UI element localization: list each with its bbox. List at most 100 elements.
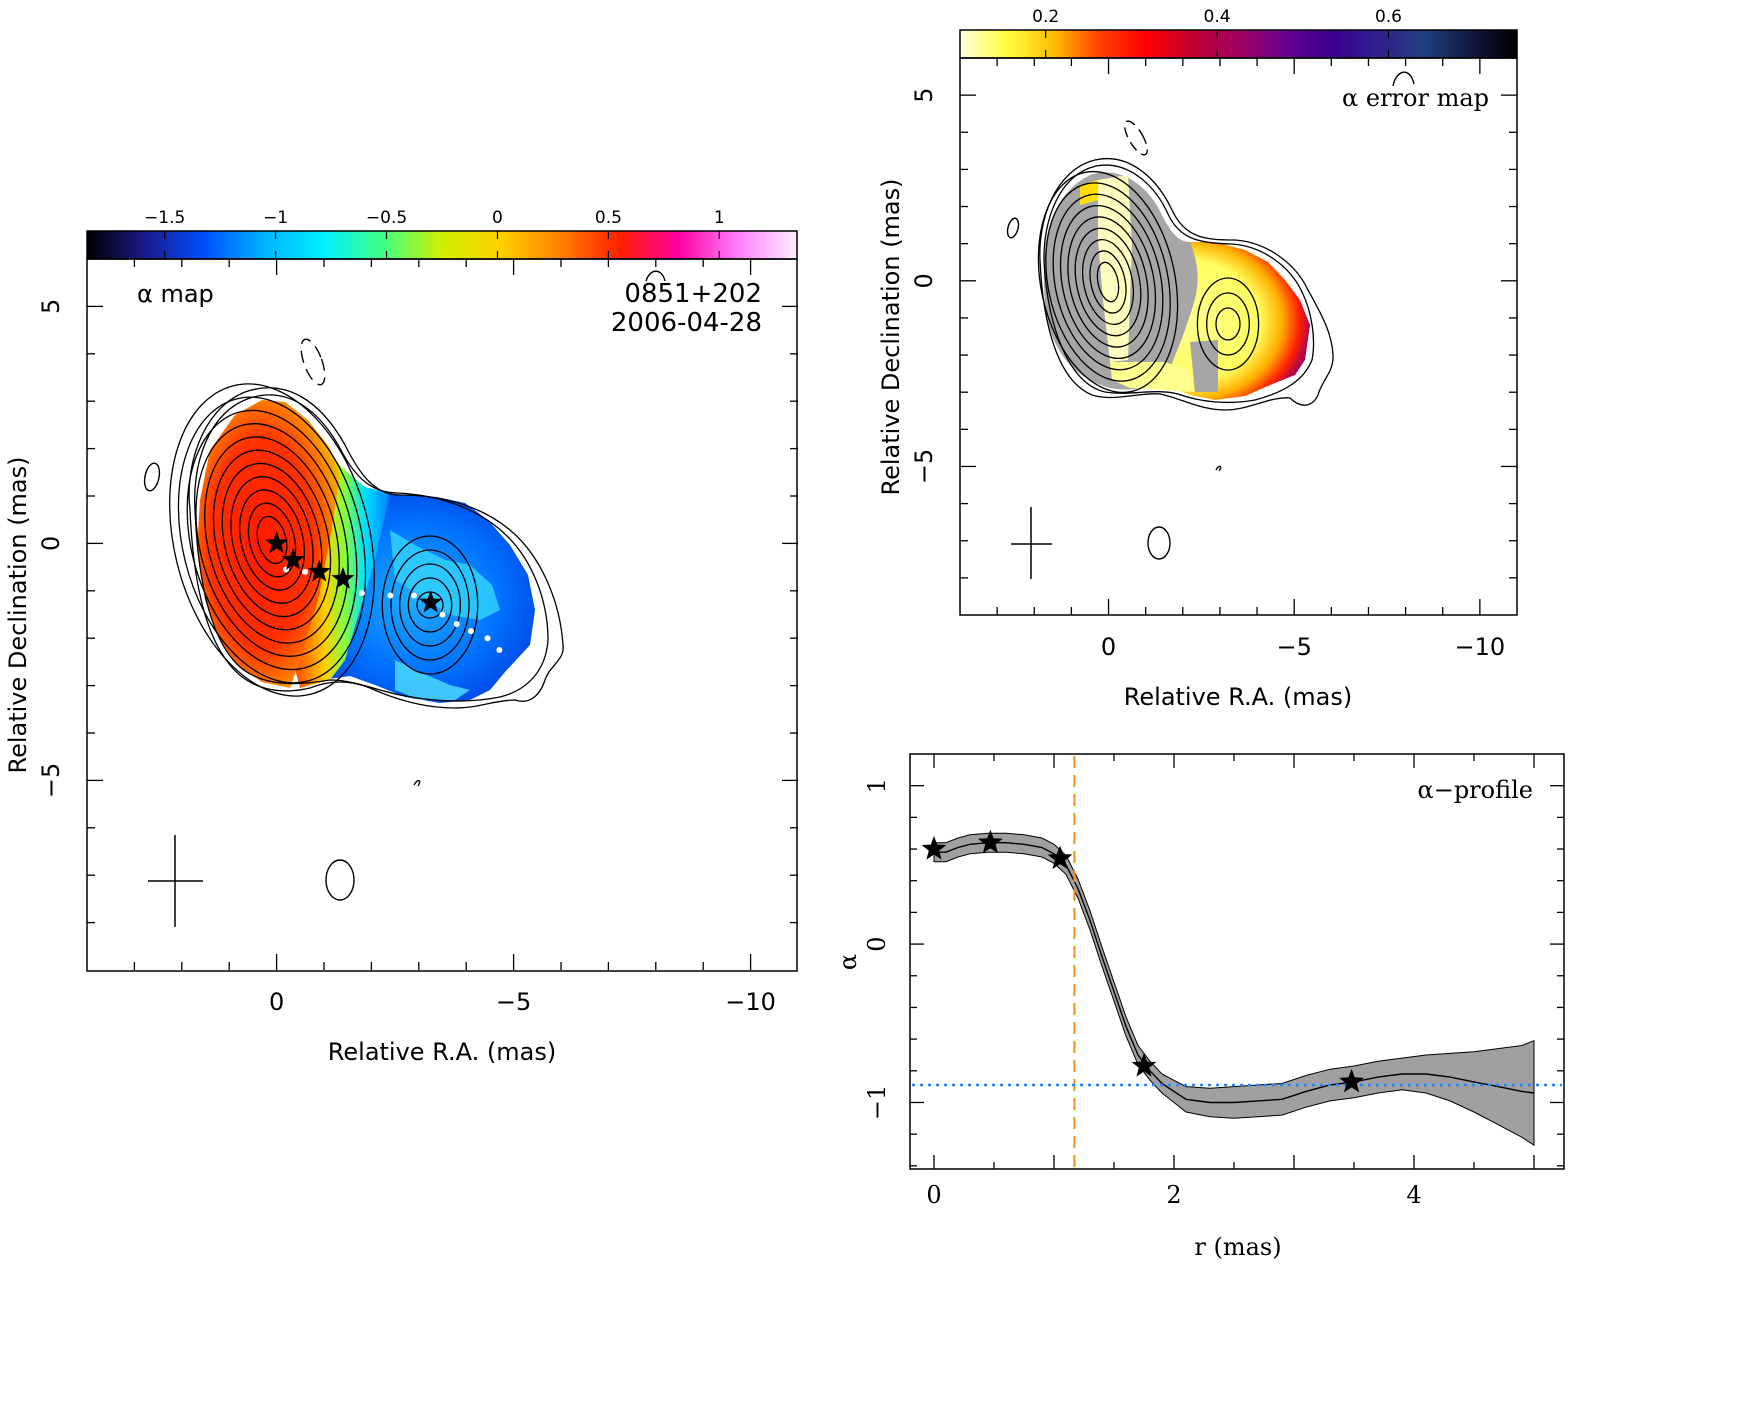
contour-ring: [212, 449, 332, 631]
y-tick-label: −1: [863, 1085, 891, 1120]
small-contour-tick: [413, 779, 421, 787]
ridge-dot: [411, 592, 418, 599]
top-edge-contour: [645, 270, 666, 282]
y-tick-label: 0: [910, 273, 938, 288]
alpha-error-band: [933, 832, 1535, 1147]
error-dashed-contour: [1124, 120, 1148, 156]
error-beam-like-contour: [1147, 526, 1171, 560]
contour-ring: [247, 502, 297, 578]
error-colorbar-ticks: 0.2 0.4 0.6: [1032, 7, 1402, 58]
profile-xlabel: r (mas): [1194, 1233, 1281, 1261]
colorbar-tick-label: 0.2: [1032, 7, 1059, 27]
colorbar-tick-label: 0.5: [595, 208, 622, 228]
profile-star: [921, 836, 947, 860]
profile-frame: [909, 753, 1565, 1170]
contour-ring: [1081, 238, 1135, 326]
ridge-dot: [496, 647, 503, 654]
contour-ring: [186, 409, 358, 671]
y-tick-label: 0: [863, 936, 891, 951]
x-tick-label: −5: [496, 988, 531, 1016]
core-contours: [169, 383, 375, 697]
error-map-xlabel: Relative R.A. (mas): [1124, 683, 1352, 711]
alpha-map-title: α map: [137, 280, 214, 308]
contour-ring: [256, 515, 288, 565]
alpha-map-image: [143, 270, 666, 927]
contour-ring: [1045, 182, 1171, 382]
contour-ring: [1206, 292, 1250, 356]
profile-ylabel: α: [834, 954, 862, 970]
colorbar-tick-label: −1: [263, 208, 288, 228]
ridge-star: [419, 590, 443, 613]
contour-ring: [169, 383, 375, 697]
contour-ring: [407, 577, 453, 633]
alpha-error-map-panel: 0.2 0.4 0.6: [877, 7, 1518, 711]
x-tick-label: 4: [1406, 1181, 1421, 1209]
profile-title: α−profile: [1418, 776, 1534, 804]
y-tick-label: −5: [37, 763, 65, 798]
dashed-negative-contour: [300, 338, 326, 386]
ridge-stars: [265, 531, 443, 613]
x-tick-label: −10: [725, 988, 776, 1016]
error-map-title: α error map: [1342, 84, 1489, 112]
colorbar-tick-label: −1.5: [144, 208, 185, 228]
contour-ring: [1215, 307, 1241, 341]
error-masked-strip: [1190, 340, 1218, 392]
error-map-ticks: 0 −5 −10 −5 0 5: [910, 58, 1517, 661]
ridge-dot: [453, 620, 460, 627]
error-beam-cross: [1011, 507, 1052, 579]
profile-star: [1047, 845, 1073, 870]
profile-ticks: 0 2 4 1 0 −1: [863, 754, 1564, 1209]
jet-contours: [381, 535, 479, 675]
contour-ring: [381, 535, 479, 675]
date-label: 2006-04-28: [611, 308, 762, 338]
contour-ring: [390, 549, 470, 661]
x-tick-label: −5: [1277, 633, 1312, 661]
contour-ring: [416, 591, 444, 619]
contour-ring: [1037, 170, 1179, 394]
alpha-colorbar: [86, 230, 798, 260]
contour-ring: [1052, 193, 1164, 371]
y-tick-label: 5: [37, 299, 65, 314]
solid-contour-island: [143, 462, 161, 492]
y-tick-label: 1: [863, 778, 891, 793]
colorbar-tick-label: 0.4: [1204, 7, 1231, 27]
ridge-dot: [302, 568, 309, 575]
x-tick-label: −10: [1455, 633, 1506, 661]
error-minor-contours: [1006, 71, 1415, 560]
ridge-star: [265, 531, 288, 554]
error-map-ylabel: Relative Declination (mas): [877, 178, 905, 495]
ridge-dot: [387, 592, 394, 599]
error-map-frame: [959, 57, 1518, 616]
error-contours-outer: [1039, 158, 1334, 411]
contour-ring: [1059, 204, 1157, 360]
contour-ring: [239, 489, 305, 591]
profile-stars: [921, 829, 1364, 1093]
error-colorbar: [959, 29, 1518, 59]
contour-ring: [1067, 216, 1149, 348]
contour-ring: [1096, 261, 1120, 303]
contour-ring: [230, 476, 314, 604]
core-spectral-region: [197, 400, 340, 688]
y-tick-label: 0: [37, 536, 65, 551]
alpha-map-xlabel: Relative R.A. (mas): [328, 1038, 556, 1066]
ridge-dot: [439, 611, 446, 618]
ridge-star: [307, 559, 331, 582]
x-tick-label: 0: [269, 988, 284, 1016]
ridge-star: [331, 567, 355, 589]
x-tick-label: 2: [1166, 1181, 1181, 1209]
profile-star: [1131, 1053, 1157, 1077]
contour-ring: [1074, 227, 1142, 337]
beam-cross: [148, 835, 203, 927]
error-lower-band: [1110, 362, 1195, 392]
error-map-image: [1006, 71, 1415, 579]
minor-contours: [143, 270, 666, 901]
contour-ring: [398, 563, 462, 647]
profile-star: [1339, 1068, 1364, 1093]
y-tick-label: 5: [910, 87, 938, 102]
error-core-contours: [1037, 170, 1179, 394]
ridge-dot: [467, 628, 474, 635]
y-tick-label: −5: [910, 449, 938, 484]
contour-ring: [204, 436, 340, 644]
alpha-map-frame: [86, 258, 798, 972]
